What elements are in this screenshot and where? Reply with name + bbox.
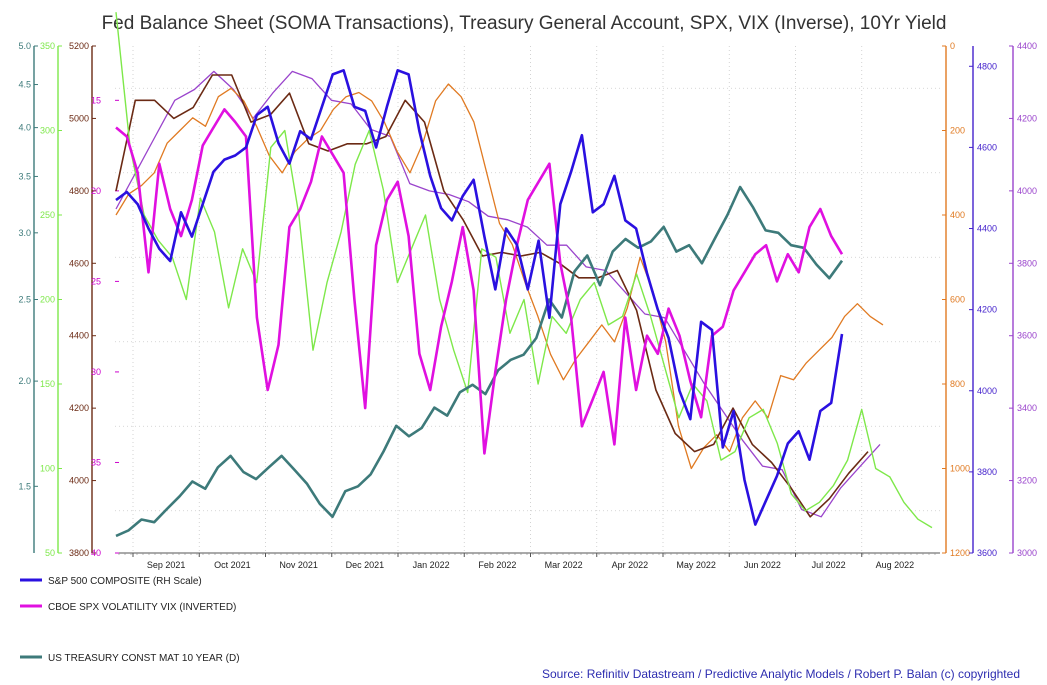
- y-tick-label: 5000: [69, 113, 89, 123]
- y-axis-yield_10yr: 1.5 2.0 2.5 3.0 3.5 4.0 4.5 5.0: [18, 41, 38, 553]
- y-axis-violet_axis: 3000 3200 3400 3600 3800 4000 4200 4400: [1009, 41, 1037, 558]
- y-tick-label: 20: [91, 186, 101, 196]
- y-tick-label: 3.0: [18, 228, 31, 238]
- y-tick-label: 35: [91, 457, 101, 467]
- series-line-orange-series-inverted: [115, 83, 884, 470]
- y-tick-label: 250: [40, 210, 55, 220]
- y-tick-label: 4200: [977, 305, 997, 315]
- x-tick-label: Jul 2022: [812, 560, 846, 570]
- series-layer: [115, 12, 933, 538]
- y-tick-label: 40: [91, 548, 101, 558]
- y-axis-brown_axis: 3800 4000 4200 4400 4600 4800 5000 5200: [69, 41, 96, 558]
- axes: Sep 2021 Oct 2021 Nov 2021 Dec 2021 Jan 2022…: [18, 41, 1037, 570]
- y-axis-orange_inverted: 0 200 400 600 800 1000 1200: [942, 41, 970, 558]
- y-tick-label: 1000: [950, 464, 970, 474]
- y-tick-label: 3200: [1017, 476, 1037, 486]
- y-tick-label: 200: [40, 295, 55, 305]
- y-tick-label: 3800: [977, 467, 997, 477]
- y-tick-label: 3800: [69, 548, 89, 558]
- y-tick-label: 3800: [1017, 258, 1037, 268]
- legend-label: US TREASURY CONST MAT 10 YEAR (D): [48, 653, 240, 664]
- y-tick-label: 4400: [69, 331, 89, 341]
- legend: S&P 500 COMPOSITE (RH Scale) CBOE SPX VOL…: [20, 576, 240, 664]
- y-tick-label: 4000: [977, 386, 997, 396]
- y-tick-label: 5200: [69, 41, 89, 51]
- y-tick-label: 4200: [1017, 113, 1037, 123]
- y-tick-label: 0: [950, 41, 955, 51]
- y-tick-label: 4400: [1017, 41, 1037, 51]
- x-tick-label: Jun 2022: [744, 560, 781, 570]
- y-tick-label: 400: [950, 210, 965, 220]
- y-tick-label: 25: [91, 276, 101, 286]
- gridlines: [115, 46, 940, 553]
- y-tick-label: 4000: [1017, 186, 1037, 196]
- y-tick-label: 150: [40, 379, 55, 389]
- y-axis-spx_rh: 3600 3800 4000 4200 4400 4600 4800: [969, 46, 997, 558]
- y-tick-label: 350: [40, 41, 55, 51]
- x-tick-label: Jan 2022: [413, 560, 450, 570]
- y-tick-label: 4600: [977, 142, 997, 152]
- y-tick-label: 4000: [69, 476, 89, 486]
- series-line-soma-transactions: [115, 74, 869, 518]
- y-axis-green_axis: 50 100 150 200 250 300 350: [40, 41, 62, 558]
- y-tick-label: 4.0: [18, 123, 31, 133]
- x-tick-label: May 2022: [676, 560, 716, 570]
- y-tick-label: 200: [950, 126, 965, 136]
- y-tick-label: 4.5: [18, 80, 31, 90]
- x-tick-label: Mar 2022: [545, 560, 583, 570]
- y-tick-label: 3.5: [18, 171, 31, 181]
- x-tick-label: Nov 2021: [279, 560, 318, 570]
- y-tick-label: 4800: [69, 186, 89, 196]
- y-tick-label: 30: [91, 367, 101, 377]
- y-tick-label: 600: [950, 295, 965, 305]
- y-tick-label: 800: [950, 379, 965, 389]
- y-tick-label: 15: [91, 95, 101, 105]
- y-tick-label: 300: [40, 126, 55, 136]
- y-tick-label: 4400: [977, 224, 997, 234]
- y-axis-vix_inverted: 15 20 25 30 35 40: [91, 95, 119, 558]
- x-tick-label: Dec 2021: [346, 560, 385, 570]
- y-tick-label: 2.5: [18, 295, 31, 305]
- series-line-treasury-general-account: [115, 12, 933, 529]
- source-note: Source: Refinitiv Datastream / Predictiv…: [542, 667, 1020, 681]
- y-tick-label: 1200: [950, 548, 970, 558]
- legend-label: S&P 500 COMPOSITE (RH Scale): [48, 576, 202, 587]
- x-tick-label: Aug 2022: [876, 560, 915, 570]
- y-tick-label: 50: [45, 548, 55, 558]
- y-tick-label: 3600: [1017, 331, 1037, 341]
- series-line-s-p-500-composite-rh-scale: [115, 69, 844, 526]
- x-tick-label: Feb 2022: [478, 560, 516, 570]
- x-tick-label: Apr 2022: [612, 560, 649, 570]
- y-tick-label: 2.0: [18, 376, 31, 386]
- y-tick-label: 3400: [1017, 403, 1037, 413]
- legend-label: CBOE SPX VOLATILITY VIX (INVERTED): [48, 602, 236, 613]
- y-tick-label: 4200: [69, 403, 89, 413]
- y-tick-label: 4800: [977, 61, 997, 71]
- y-tick-label: 3600: [977, 548, 997, 558]
- x-tick-label: Oct 2021: [214, 560, 251, 570]
- y-tick-label: 1.5: [18, 481, 31, 491]
- chart-title: Fed Balance Sheet (SOMA Transactions), T…: [102, 13, 947, 34]
- y-tick-label: 4600: [69, 258, 89, 268]
- x-tick-label: Sep 2021: [147, 560, 186, 570]
- series-line-violet-series: [115, 70, 881, 518]
- y-tick-label: 5.0: [18, 41, 31, 51]
- y-tick-label: 3000: [1017, 548, 1037, 558]
- series-line-cboe-spx-volatility-vix-inverted: [115, 108, 844, 455]
- y-tick-label: 100: [40, 464, 55, 474]
